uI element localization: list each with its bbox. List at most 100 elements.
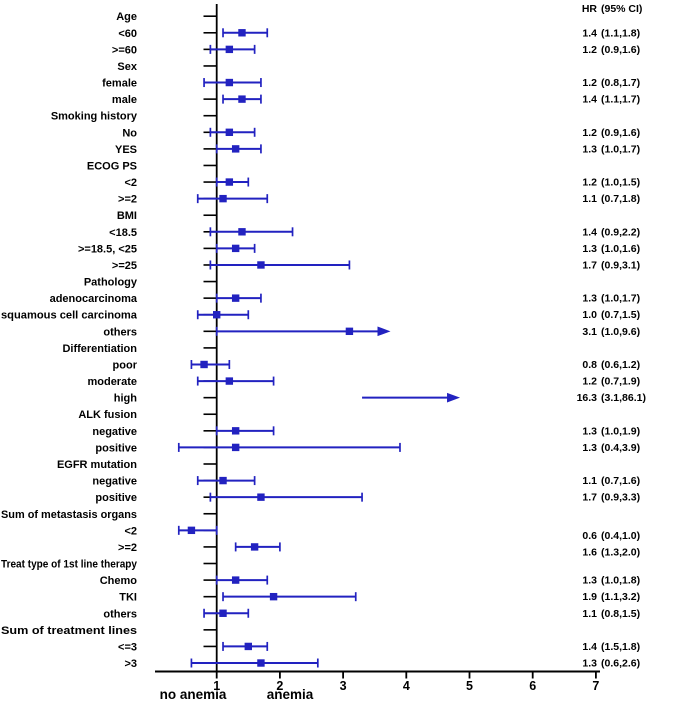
x-axis-tick-label: 6: [529, 679, 536, 693]
row-label: <18.5: [109, 227, 137, 239]
hr-value: 1.2: [582, 44, 597, 56]
hr-value: 1.3: [582, 575, 597, 587]
hr-value: 1.3: [582, 658, 597, 670]
ci-value: (1.1,1.8): [601, 27, 640, 39]
row-label: moderate: [87, 376, 137, 388]
ci-value: (1.0,1.6): [601, 243, 640, 255]
row-label: Chemo: [100, 575, 138, 587]
forest-row: others 1.1 (0.8,1.5): [103, 608, 640, 621]
point-estimate-marker: [244, 642, 252, 651]
row-label: >=60: [112, 44, 137, 56]
x-axis-group-label-anemia: anemia: [266, 687, 314, 702]
hr-value: 1.3: [582, 243, 597, 255]
point-estimate-marker: [231, 576, 240, 584]
point-estimate-marker: [238, 95, 246, 103]
row-label: negative: [92, 426, 137, 438]
forest-row-header: ECOG PS: [87, 160, 217, 172]
forest-row: positive 1.3 (0.4,3.9): [95, 442, 640, 455]
forest-row: >3 1.3 (0.6,2.6): [124, 658, 640, 671]
hr-value: 1.3: [582, 293, 597, 305]
ci-value: (0.8,1.5): [601, 608, 640, 620]
ci-value: (1.0,1.9): [601, 425, 640, 437]
row-label: >=25: [112, 260, 137, 272]
ci-value: (1.1,3.2): [601, 591, 640, 603]
row-group-label: Sum of metastasis organs: [1, 509, 137, 521]
point-estimate-marker: [219, 609, 227, 617]
ci-value: (0.9,3.1): [601, 259, 640, 271]
row-label: <2: [124, 525, 137, 537]
hr-value: 1.1: [582, 475, 597, 487]
forest-row: negative 1.3 (1.0,1.9): [92, 425, 640, 438]
forest-row: TKI 1.9 (1.1,3.2): [119, 591, 640, 604]
hr-value: 1.7: [582, 492, 597, 504]
point-estimate-marker: [238, 228, 246, 236]
forest-row: high 16.3 (3.1,86.1): [114, 392, 646, 405]
point-estimate-marker: [219, 476, 227, 485]
forest-row: >=2 1.6 (1.3,2.0): [118, 542, 640, 559]
forest-row: positive 1.7 (0.9,3.3): [95, 492, 640, 505]
hr-column-header: HR: [582, 3, 598, 15]
forest-row-header: Treat type of 1st line therapy: [1, 559, 217, 571]
forest-row: YES 1.3 (1.0,1.7): [115, 143, 640, 156]
row-label: positive: [95, 492, 137, 504]
point-estimate-marker: [257, 493, 265, 501]
ci-value: (0.9,3.3): [601, 492, 640, 504]
point-estimate-marker: [200, 360, 208, 369]
forest-row-header: ALK fusion: [78, 409, 217, 421]
hr-value: 1.3: [582, 442, 597, 454]
hr-value: 1.7: [582, 259, 597, 271]
hr-value: 1.4: [582, 641, 597, 653]
hr-value: 1.4: [582, 226, 597, 238]
row-label: squamous cell carcinoma: [1, 310, 138, 322]
ci-value: (1.0,9.6): [601, 326, 640, 338]
ci-value: (0.9,1.6): [601, 127, 640, 139]
row-group-label: Sex: [117, 61, 137, 73]
forest-row-header: Sum of metastasis organs: [1, 509, 217, 521]
forest-row: >=2 1.1 (0.7,1.8): [118, 193, 640, 206]
forest-row: moderate 1.2 (0.7,1.9): [87, 376, 640, 389]
forest-row: poor 0.8 (0.6,1.2): [113, 359, 641, 372]
hr-value: 1.1: [582, 193, 597, 205]
ci-value: (0.9,1.6): [601, 44, 640, 56]
ci-value: (0.6,2.6): [601, 658, 640, 670]
point-estimate-marker: [225, 377, 234, 385]
arrow-right-icon: [447, 392, 461, 403]
row-group-label: Differentiation: [62, 343, 137, 355]
row-label: male: [112, 94, 137, 106]
forest-row: male 1.4 (1.1,1.7): [112, 94, 640, 107]
x-axis-tick-label: 5: [466, 679, 473, 693]
row-label: high: [114, 393, 137, 405]
forest-row: adenocarcinoma 1.3 (1.0,1.7): [50, 293, 641, 306]
point-estimate-marker: [231, 145, 240, 153]
row-label: others: [103, 608, 137, 620]
point-estimate-marker: [225, 128, 234, 136]
point-estimate-marker: [231, 294, 240, 302]
row-label: TKI: [119, 592, 137, 604]
point-estimate-marker: [231, 443, 240, 452]
forest-row: >=60 1.2 (0.9,1.6): [112, 44, 640, 57]
hr-value: 1.9: [582, 591, 597, 603]
row-label: >=2: [118, 542, 137, 554]
arrow-right-icon: [377, 326, 391, 337]
hr-value: 1.4: [582, 94, 597, 106]
row-group-label: Age: [116, 11, 137, 23]
ci-value: (0.7,1.9): [601, 376, 640, 388]
ci-value: (1.0,1.7): [601, 143, 640, 155]
ci-value: (0.4,1.0): [601, 530, 640, 542]
forest-row: <60 1.4 (1.1,1.8): [118, 27, 640, 40]
row-label: negative: [92, 476, 137, 488]
row-group-label: EGFR mutation: [57, 459, 137, 471]
row-label: others: [103, 326, 137, 338]
forest-row-header: Pathology: [84, 277, 217, 289]
forest-row-header: Sex: [117, 61, 217, 73]
hr-value: 1.3: [582, 143, 597, 155]
row-label: <60: [118, 28, 137, 40]
hr-value: 1.3: [582, 425, 597, 437]
x-axis-tick-label: 3: [340, 679, 347, 693]
forest-row: <=3 1.4 (1.5,1.8): [118, 641, 640, 654]
ci-value: (1.1,1.7): [601, 94, 640, 106]
forest-row: <2 1.2 (1.0,1.5): [124, 177, 640, 190]
ci-value: (0.7,1.5): [601, 309, 640, 321]
hr-value: 0.8: [582, 359, 597, 371]
